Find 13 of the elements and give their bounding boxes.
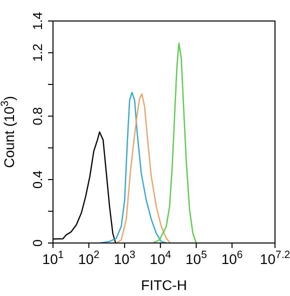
x-tick-label: 10$^{7.2}$ [260,249,290,267]
y-tick-label: 0 [30,239,45,247]
x-tick-label: 10$^{2}$ [78,249,100,267]
y-tick-label: 1.2 [30,44,45,62]
y-tick-label: 1.4 [30,12,45,30]
y-tick-label: 0.4 [30,170,45,189]
x-tick-label: 10$^{6}$ [221,249,243,267]
x-tick-label: 10$^{3}$ [114,249,136,267]
x-axis-title: FITC-H [141,277,187,293]
x-tick-label: 10$^{5}$ [186,249,208,267]
y-tick-label: 0.8 [30,107,45,126]
x-tick-label: 10$^{4}$ [150,249,172,267]
x-tick-label: 10$^{1}$ [42,249,64,267]
